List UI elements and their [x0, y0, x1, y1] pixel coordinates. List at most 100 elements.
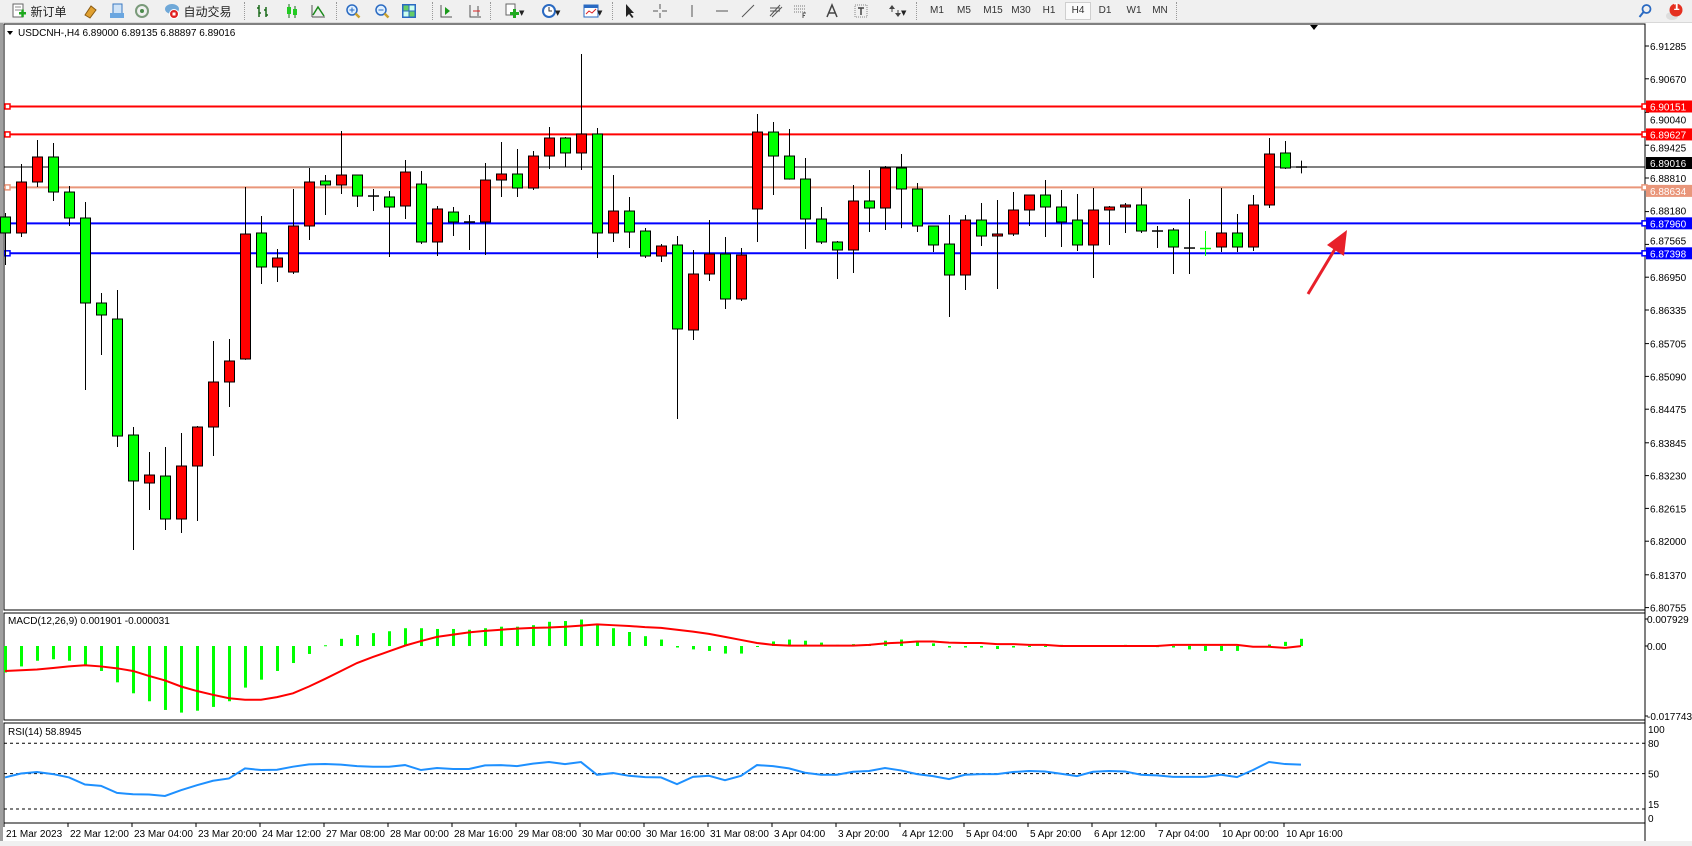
- time-axis-label: 4 Apr 12:00: [902, 829, 954, 840]
- timeframe-w1-button[interactable]: W1: [1126, 5, 1142, 16]
- macd-histogram-bar: [4, 646, 7, 673]
- notifications-button[interactable]: 1: [1660, 2, 1684, 20]
- new-order-button[interactable]: 新订单: [4, 2, 74, 20]
- tile-windows-icon: [401, 3, 417, 19]
- zoom-out-button[interactable]: [373, 2, 391, 20]
- arrows-button[interactable]: ▼: [880, 2, 910, 20]
- candle-body: [1232, 232, 1243, 248]
- signals-button[interactable]: [133, 2, 151, 20]
- candle-body: [1264, 153, 1275, 206]
- cursor-button[interactable]: [621, 2, 639, 20]
- time-axis-label: 30 Mar 16:00: [646, 829, 705, 840]
- candle-body: [864, 200, 875, 209]
- timeframe-h1-button[interactable]: H1: [1042, 5, 1056, 16]
- price-line-label-box: [1646, 247, 1692, 260]
- fibo-button[interactable]: [791, 2, 809, 20]
- time-axis-label: 29 Mar 08:00: [518, 829, 577, 840]
- macd-histogram-bar: [772, 641, 775, 646]
- auto-trading-button[interactable]: 自动交易: [160, 2, 236, 20]
- timeframe-m5-button[interactable]: M5: [957, 5, 971, 16]
- line-handle-icon[interactable]: [4, 103, 11, 110]
- candle: [560, 136, 571, 168]
- line-handle-icon[interactable]: [4, 131, 11, 138]
- candle-body: [960, 219, 971, 276]
- current-price-label-box: [1646, 157, 1692, 170]
- timeframe-h4-button[interactable]: H4: [1065, 2, 1091, 20]
- timeframe-m1-button[interactable]: M1: [930, 5, 944, 16]
- time-axis-label: 10 Apr 00:00: [1222, 829, 1279, 840]
- candle-body: [160, 475, 171, 520]
- timeframe-mn-button[interactable]: MN: [1152, 5, 1168, 16]
- text-icon: [824, 3, 840, 19]
- auto-trading-icon: [164, 3, 180, 19]
- line-handle-icon[interactable]: [4, 184, 11, 191]
- text-button[interactable]: [823, 2, 841, 20]
- macd-histogram-bar: [356, 635, 359, 646]
- price-line-label-box: [1646, 217, 1692, 230]
- search-button[interactable]: [1636, 2, 1654, 20]
- candle: [224, 339, 235, 408]
- candle-body: [848, 200, 859, 251]
- periods-button[interactable]: ▼: [534, 2, 564, 20]
- macd-histogram-bar: [276, 646, 279, 671]
- new-order-label: 新订单: [30, 4, 67, 19]
- chart-shift-icon: [467, 3, 483, 19]
- crosshair-button[interactable]: [651, 2, 669, 20]
- candle: [800, 157, 811, 249]
- candle: [512, 148, 523, 197]
- vertical-line-button[interactable]: [683, 2, 701, 20]
- candle-body: [1008, 209, 1019, 235]
- macd-histogram-bar: [1012, 646, 1015, 648]
- price-axis-label: 6.82615: [1650, 504, 1687, 515]
- text-label-button[interactable]: [852, 2, 870, 20]
- candle-body: [32, 156, 43, 183]
- rsi-axis-label: 15: [1648, 800, 1660, 811]
- macd-histogram-bar: [308, 646, 311, 654]
- current-price-label: 6.89016: [1650, 159, 1687, 170]
- candle-body: [544, 137, 555, 157]
- timeframe-m30-button[interactable]: M30: [1011, 5, 1031, 16]
- price-axis-label: 6.86335: [1650, 306, 1687, 317]
- market-watch-button[interactable]: [81, 2, 99, 20]
- annotation-arrow-head-icon[interactable]: [1327, 230, 1347, 256]
- indicators-button[interactable]: ▼: [499, 2, 525, 20]
- timeframe-m15-button[interactable]: M15: [983, 5, 1003, 16]
- candle: [192, 425, 203, 521]
- navigator-button[interactable]: [108, 2, 126, 20]
- trendline-button[interactable]: [739, 2, 757, 20]
- line-chart-button[interactable]: [309, 2, 327, 20]
- candle-body: [688, 273, 699, 331]
- tile-windows-button[interactable]: [400, 2, 418, 20]
- candle-body: [256, 232, 267, 268]
- candle-body: [704, 253, 715, 275]
- horizontal-line-button[interactable]: [713, 2, 731, 20]
- fibo-fan-button[interactable]: [767, 2, 785, 20]
- autoscroll-button[interactable]: [437, 2, 455, 20]
- symbol-menu-icon[interactable]: [7, 31, 13, 35]
- candle: [816, 207, 827, 245]
- candle: [960, 215, 971, 290]
- rsi-axis-label: 0: [1648, 814, 1654, 825]
- zoom-in-button[interactable]: [344, 2, 362, 20]
- timeframe-d1-button[interactable]: D1: [1098, 5, 1112, 16]
- candle: [1040, 180, 1051, 237]
- annotation-arrow-shaft[interactable]: [1306, 243, 1340, 295]
- candle: [544, 127, 555, 169]
- chart-shift-button[interactable]: [466, 2, 484, 20]
- candle-body: [352, 174, 363, 197]
- chart-shift-marker[interactable]: [1310, 25, 1318, 30]
- templates-button[interactable]: ▼: [576, 2, 606, 20]
- price-line-label-box: [1646, 128, 1692, 141]
- fibo-fan-icon: [768, 3, 784, 19]
- candle-body: [512, 173, 523, 189]
- candle: [320, 175, 331, 216]
- macd-histogram-bar: [596, 624, 599, 646]
- bar-chart-button[interactable]: [254, 2, 272, 20]
- candlestick-button[interactable]: [283, 2, 301, 20]
- macd-signal-line: [4, 623, 1302, 701]
- candle: [976, 203, 987, 246]
- candle: [448, 207, 459, 237]
- candle: [256, 216, 267, 285]
- time-axis-label: 5 Apr 20:00: [1030, 829, 1082, 840]
